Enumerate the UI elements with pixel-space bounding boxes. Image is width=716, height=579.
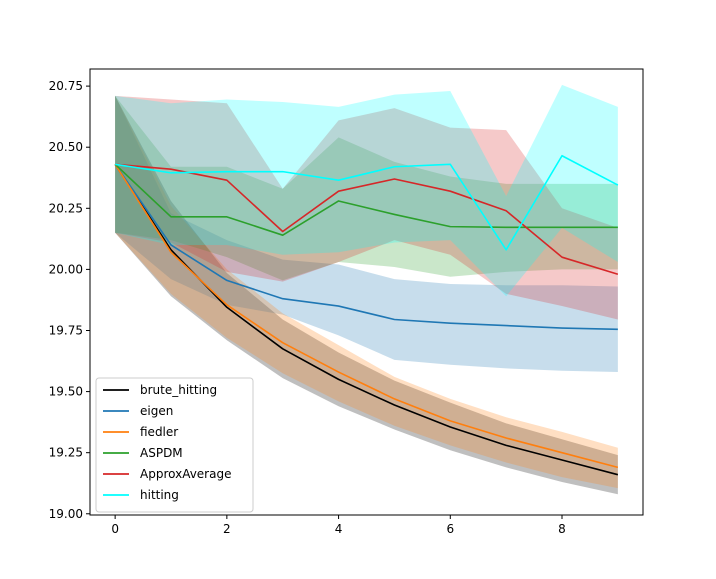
x-axis-ticks: 0 2 4 6 8 xyxy=(111,515,566,536)
series-lines xyxy=(114,154,619,476)
eigen-line xyxy=(114,163,618,331)
aspdm-band xyxy=(115,95,618,281)
y-tick-label: 20.50 xyxy=(49,140,83,154)
eigen-band xyxy=(115,95,618,373)
y-tick-label: 19.75 xyxy=(49,323,83,337)
y-tick-label: 19.50 xyxy=(49,385,83,399)
x-tick-label: 8 xyxy=(558,522,566,536)
fiedler-band xyxy=(115,95,618,489)
y-tick-label: 20.75 xyxy=(49,79,83,93)
y-tick-label: 20.00 xyxy=(49,262,83,276)
fiedler-line xyxy=(114,163,619,469)
legend-label-eigen: eigen xyxy=(140,404,173,418)
legend-label-aspdm: ASPDM xyxy=(140,446,183,460)
legend-label-fiedler: fiedler xyxy=(140,425,178,439)
approxaverage-line xyxy=(115,163,619,276)
confidence-bands xyxy=(115,84,618,495)
x-tick-label: 2 xyxy=(223,522,231,536)
x-tick-label: 4 xyxy=(335,522,343,536)
legend-label-brute-hitting: brute_hitting xyxy=(140,383,217,397)
hitting-line xyxy=(115,154,619,251)
legend-label-hitting: hitting xyxy=(140,488,179,502)
plot-frame xyxy=(89,68,644,516)
legend-box xyxy=(95,377,254,513)
x-tick-label: 6 xyxy=(446,522,454,536)
x-tick-label: 0 xyxy=(111,522,119,536)
y-axis-ticks: 19.00 19.25 19.50 19.75 20.00 20.25 20.50 20.75 xyxy=(49,79,90,521)
y-tick-label: 19.00 xyxy=(49,507,83,521)
legend-label-approxaverage: ApproxAverage xyxy=(140,467,231,481)
hitting-band xyxy=(115,84,618,297)
y-tick-label: 19.25 xyxy=(49,446,83,460)
aspdm-line xyxy=(114,163,618,236)
y-tick-label: 20.25 xyxy=(49,201,83,215)
